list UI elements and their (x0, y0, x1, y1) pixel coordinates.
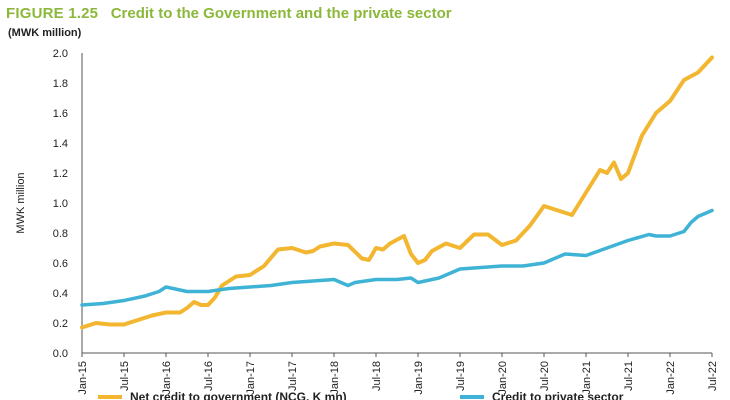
y-tick-label: 0.0 (53, 348, 68, 360)
series-line-government (80, 55, 714, 330)
legend-item-private-label: Credit to private sector (492, 390, 624, 400)
x-tick-label: Jan-16 (161, 361, 173, 395)
y-tick-label: 0.6 (53, 258, 68, 270)
x-tick-label: Jul-19 (455, 361, 467, 391)
y-tick-label: 1.4 (53, 138, 68, 150)
figure-label: FIGURE 1.25 (6, 5, 99, 22)
y-tick-label: 0.8 (53, 228, 68, 240)
y-tick-label: 1.8 (53, 78, 68, 90)
unit-note: (MWK million) (8, 27, 82, 39)
x-tick-label: Jan-21 (581, 361, 593, 395)
x-tick-label: Jul-17 (287, 361, 299, 391)
x-tick-label: Jan-19 (413, 361, 425, 395)
x-tick-label: Jul-21 (623, 361, 635, 391)
x-tick-label: Jul-16 (203, 361, 215, 391)
x-tick-label: Jul-22 (707, 361, 719, 391)
x-tick-label: Jul-20 (539, 361, 551, 391)
y-tick-label: 1.6 (53, 108, 68, 120)
y-tick-label: 2.0 (53, 48, 68, 60)
x-tick-label: Jan-22 (665, 361, 677, 395)
y-tick-label: 1.2 (53, 168, 68, 180)
series-layer (80, 55, 714, 330)
x-tick-label: Jan-15 (77, 361, 89, 395)
y-tick-label: 0.2 (53, 318, 68, 330)
legend: Net credit to government (NCG, K mn) Cred… (98, 390, 624, 400)
y-axis-label: MWK million (15, 172, 27, 233)
x-tick-label: Jul-18 (371, 361, 383, 391)
x-tick-label: Jan-18 (329, 361, 341, 395)
figure-title: Credit to the Government and the private… (110, 5, 452, 22)
figure-header: FIGURE 1.25 Credit to the Government and… (6, 5, 452, 23)
x-tick-label: Jan-20 (497, 361, 509, 395)
y-tick-label: 1.0 (53, 198, 68, 210)
x-tick-label: Jul-15 (119, 361, 131, 391)
y-tick-label: 0.4 (53, 288, 68, 300)
legend-item-government-label: Net credit to government (NCG, K mn) (130, 390, 347, 400)
x-tick-label: Jan-17 (245, 361, 257, 395)
axes-layer: 0.0 0.2 0.4 0.6 0.8 1.0 1.2 1.4 1.6 1.8 2.0 MWK mil… (15, 48, 719, 395)
series-line-private (80, 208, 714, 307)
